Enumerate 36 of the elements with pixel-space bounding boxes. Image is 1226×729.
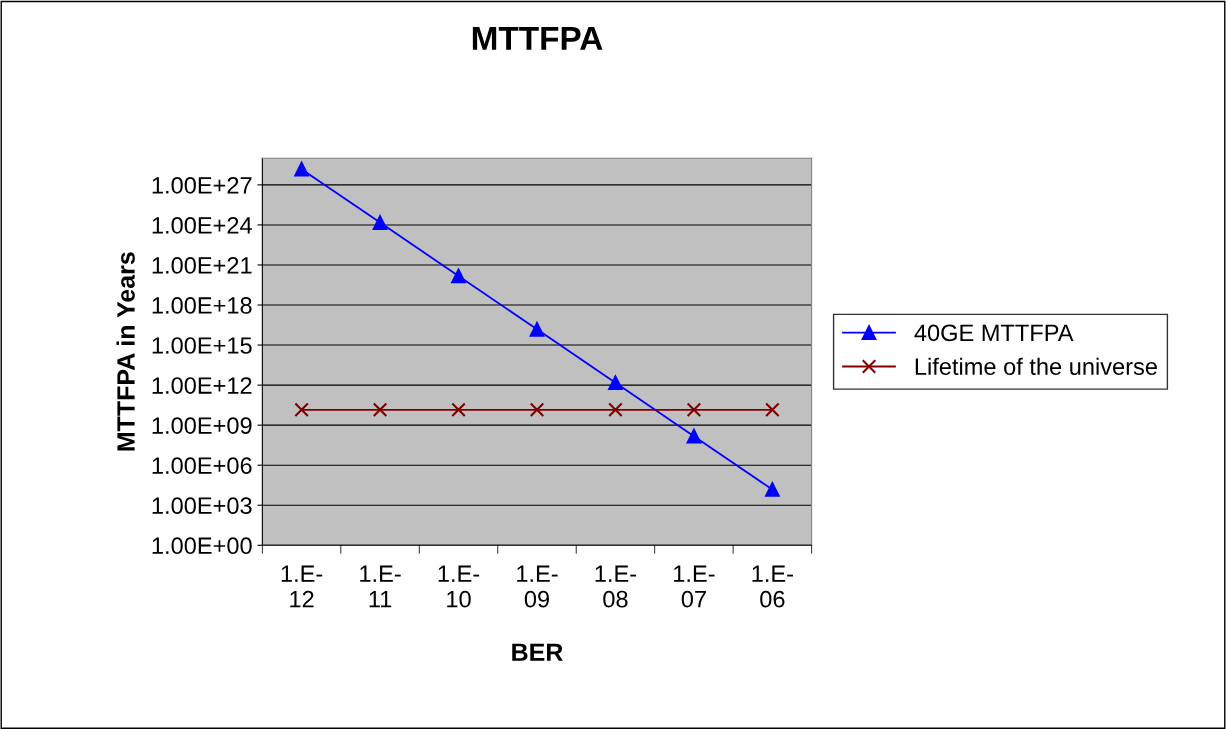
point (608, 375, 623, 391)
x-tick-label: 1.E-10 (438, 565, 480, 608)
point (529, 322, 545, 337)
point (529, 402, 545, 418)
y-tick-label: 1.00E+03 (152, 497, 252, 515)
x-tick-label: 1.E-08 (595, 565, 637, 608)
point (294, 402, 309, 418)
point (686, 428, 702, 444)
y-tick-label: 1.00E+06 (152, 457, 252, 474)
x-tick-label: 1.E-11 (360, 565, 401, 608)
y-tick-label: 1.00E+00 (152, 537, 252, 555)
y-tick-label: 1.00E+12 (152, 377, 252, 394)
legend-label: 40GE MTTFPA (914, 324, 1074, 342)
point (608, 402, 623, 418)
point (372, 215, 388, 230)
y-axis-title: MTTFPA in Years (116, 252, 135, 451)
y-tick-label: 1.00E+27 (152, 176, 252, 194)
y-tick-label: 1.00E+21 (152, 257, 252, 274)
point (765, 482, 780, 497)
point (294, 161, 309, 177)
x-axis-title: BER (512, 643, 563, 661)
x-tick-label: 1.E-07 (674, 565, 715, 608)
y-tick-label: 1.00E+24 (152, 217, 252, 234)
y-tick-label: 1.00E+18 (152, 297, 252, 314)
legend-label: Lifetime of the universe (915, 357, 1157, 375)
point (372, 402, 388, 418)
y-tick-label: 1.00E+15 (152, 337, 252, 354)
chart-title: MTTFPA (472, 26, 603, 50)
x-tick-label: 1.E-06 (752, 565, 793, 608)
x-tick-label: 1.E-12 (281, 565, 323, 608)
point (765, 402, 780, 418)
point (451, 268, 466, 284)
point (451, 402, 466, 418)
point (686, 402, 702, 418)
y-tick-label: 1.00E+09 (152, 417, 252, 434)
x-tick-label: 1.E-09 (517, 565, 558, 608)
